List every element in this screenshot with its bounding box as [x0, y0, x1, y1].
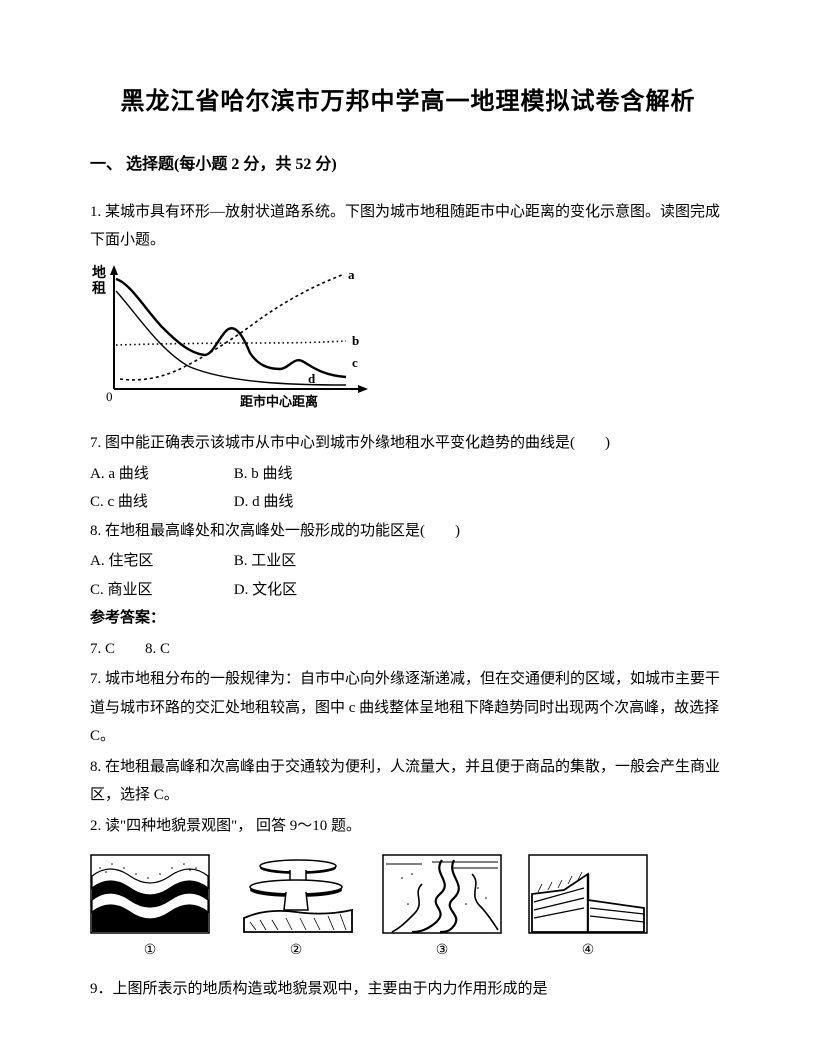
- q1-stem: 1. 某城市具有环形—放射状道路系统。下图为城市地租随距市中心距离的变化示意图。…: [90, 198, 726, 255]
- q8-options-row1: A. 住宅区 B. 工业区: [90, 547, 726, 576]
- svg-text:c: c: [352, 355, 358, 370]
- landform-1-label: ①: [90, 938, 210, 965]
- q7-opt-a: A. a 曲线: [90, 460, 230, 489]
- q7-opt-c: C. c 曲线: [90, 488, 230, 517]
- answers-heading: 参考答案：: [90, 604, 726, 633]
- section-heading: 一、 选择题(每小题 2 分，共 52 分): [90, 150, 726, 180]
- answers-expl7: 7. 城市地租分布的一般规律为：自市中心向外缘逐渐递减，但在交通便利的区域，如城…: [90, 665, 726, 751]
- q9-stem: 9．上图所表示的地质构造或地貌景观中，主要由于内力作用形成的是: [90, 975, 726, 1004]
- landform-3: ③: [382, 854, 502, 965]
- rent-chart: 地 租 0 距市中心距离 a b c d: [90, 261, 726, 422]
- landform-2: ②: [236, 854, 356, 965]
- landform-4-label: ④: [528, 938, 648, 965]
- svg-text:租: 租: [92, 280, 106, 297]
- page-title: 黑龙江省哈尔滨市万邦中学高一地理模拟试卷含解析: [90, 80, 726, 126]
- answers-expl8: 8. 在地租最高峰和次高峰由于交通较为便利，人流量大，并且便于商品的集散，一般会…: [90, 753, 726, 810]
- q7-options-row1: A. a 曲线 B. b 曲线: [90, 460, 726, 489]
- q8-opt-c: C. 商业区: [90, 576, 230, 605]
- svg-text:a: a: [348, 267, 355, 282]
- q8-opt-a: A. 住宅区: [90, 547, 230, 576]
- svg-text:地: 地: [92, 264, 106, 281]
- q7-opt-d: D. d 曲线: [234, 488, 374, 517]
- landform-2-label: ②: [236, 938, 356, 965]
- landform-4: ④: [528, 854, 648, 965]
- q7-stem: 7. 图中能正确表示该城市从市中心到城市外缘地租水平变化趋势的曲线是( ): [90, 429, 726, 458]
- landform-1: ①: [90, 854, 210, 965]
- svg-text:0: 0: [106, 389, 113, 404]
- q7-opt-b: B. b 曲线: [234, 460, 374, 489]
- q8-stem: 8. 在地租最高峰处和次高峰处一般形成的功能区是( ): [90, 517, 726, 546]
- q8-opt-d: D. 文化区: [234, 576, 374, 605]
- answers-line1: 7. C 8. C: [90, 635, 726, 664]
- landform-3-label: ③: [382, 938, 502, 965]
- q8-options-row2: C. 商业区 D. 文化区: [90, 576, 726, 605]
- svg-text:d: d: [308, 371, 316, 386]
- q8-opt-b: B. 工业区: [234, 547, 374, 576]
- q7-options-row2: C. c 曲线 D. d 曲线: [90, 488, 726, 517]
- landform-figures: ① ②: [90, 854, 726, 965]
- svg-text:距市中心距离: 距市中心距离: [240, 394, 318, 409]
- svg-text:b: b: [352, 333, 359, 348]
- q2-stem: 2. 读"四种地貌景观图"， 回答 9～10 题。: [90, 812, 726, 841]
